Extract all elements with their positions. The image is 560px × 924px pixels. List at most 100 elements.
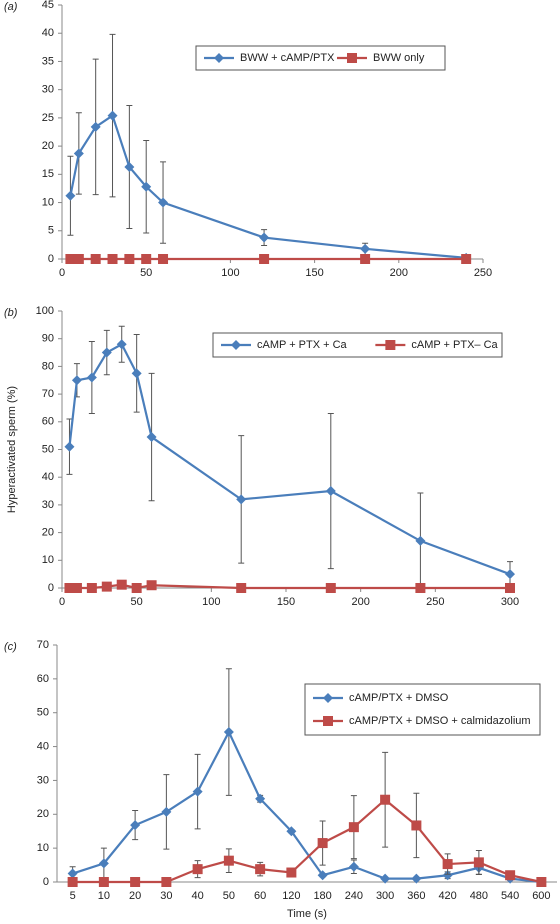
y-tick-label: 60 [37,673,49,685]
marker [348,861,359,872]
x-tick-label: 120 [282,890,300,902]
marker [65,254,76,264]
marker [473,857,484,868]
marker [411,820,422,831]
x-tick-label: 100 [221,267,239,279]
y-tick-label: 25 [42,112,54,124]
marker [130,820,141,831]
x-tick-label: 100 [202,596,220,608]
x-tick-label: 300 [501,596,519,608]
y-tick-label: 10 [42,196,54,208]
x-tick-label: 480 [470,890,488,902]
y-tick-label: 45 [42,0,54,11]
y-tick-label: 100 [36,305,54,317]
marker [259,232,270,243]
x-tick-label: 200 [351,596,369,608]
marker [236,583,247,593]
marker [141,181,152,192]
y-tick-label: 0 [43,876,49,888]
legend-box [212,332,503,358]
x-tick-label: 600 [532,890,550,902]
marker [124,254,135,264]
x-tick-label: 200 [390,267,408,279]
y-tick-label: 30 [42,84,54,96]
marker [161,877,172,887]
marker [107,254,118,264]
x-tick-label: 60 [254,890,266,902]
marker [98,858,109,869]
legend-label: BWW only [373,52,425,64]
x-tick-label: 150 [305,267,323,279]
x-tick-label: 150 [277,596,295,608]
x-tick-label: 250 [426,596,444,608]
y-tick-label: 0 [48,582,54,594]
y-tick-label: 15 [42,168,54,180]
marker [158,254,169,264]
x-tick-label: 0 [59,596,65,608]
x-tick-label: 50 [131,596,143,608]
y-tick-label: 60 [42,416,54,428]
marker [64,583,75,593]
marker [124,161,135,172]
marker [255,864,266,875]
marker [98,877,109,887]
panel-label: (b) [4,307,18,319]
marker [415,583,426,593]
y-tick-label: 30 [42,499,54,511]
marker [146,432,157,443]
marker [411,873,422,884]
marker [130,877,141,887]
marker [380,794,391,805]
marker [71,583,82,593]
y-tick-label: 20 [42,527,54,539]
marker [101,581,112,592]
x-tick-label: 50 [223,890,235,902]
y-tick-label: 50 [37,707,49,719]
x-tick-label: 0 [59,267,65,279]
marker [325,583,336,593]
marker [131,368,142,379]
marker [192,864,203,875]
y-tick-label: 40 [42,471,54,483]
legend-marker [323,716,333,726]
marker [67,868,78,879]
legend-label: cAMP/PTX + DMSO [349,692,449,704]
marker [360,243,371,254]
marker [90,254,101,264]
marker [255,793,266,804]
legend-marker [214,53,224,63]
marker [116,339,127,350]
marker [317,838,328,849]
y-axis-label: Hyperactivated sperm (%) [6,386,18,513]
legend-box [195,45,446,71]
x-tick-label: 540 [501,890,519,902]
legend-marker [347,53,357,63]
legend-label: cAMP + PTX + Ca [257,339,348,351]
marker [325,486,336,497]
marker [348,822,359,833]
legend-marker [231,340,241,350]
y-tick-label: 80 [42,360,54,372]
marker [107,110,118,121]
x-tick-label: 250 [474,267,492,279]
legend-label: BWW + cAMP/PTX [240,52,335,64]
marker [131,583,142,593]
marker [442,870,453,881]
y-tick-label: 70 [37,639,49,651]
series-line [72,798,542,884]
panel-label: (c) [4,641,17,653]
marker [64,441,75,452]
x-tick-label: 360 [407,890,425,902]
y-tick-label: 90 [42,333,54,345]
marker [71,375,82,386]
y-tick-label: 10 [37,842,49,854]
marker [442,859,453,870]
marker [101,347,112,358]
x-tick-label: 180 [313,890,331,902]
marker [505,569,515,580]
x-tick-label: 30 [160,890,172,902]
x-tick-label: 420 [438,890,456,902]
marker [236,494,247,505]
y-tick-label: 40 [42,27,54,39]
panel-label: (a) [4,1,18,13]
